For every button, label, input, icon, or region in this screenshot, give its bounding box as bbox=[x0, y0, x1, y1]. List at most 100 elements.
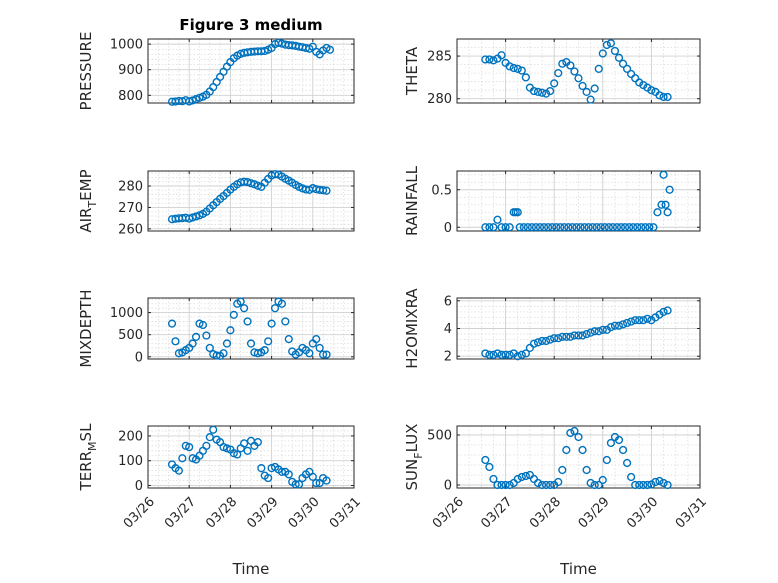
series-points bbox=[167, 425, 331, 489]
data-point bbox=[578, 81, 587, 91]
data-point bbox=[576, 223, 585, 232]
data-point bbox=[481, 349, 490, 358]
data-point bbox=[659, 478, 668, 488]
panel-second-left: 260 270 280 AIRTEMP bbox=[77, 169, 355, 237]
data-point bbox=[655, 476, 664, 486]
data-point bbox=[270, 170, 280, 179]
y-tick-label: 0 bbox=[444, 479, 452, 494]
data-point bbox=[291, 480, 300, 489]
data-point bbox=[226, 326, 235, 335]
data-point bbox=[533, 338, 543, 347]
data-point bbox=[554, 334, 563, 343]
data-point bbox=[633, 223, 642, 232]
data-point bbox=[627, 472, 636, 482]
data-point bbox=[533, 87, 543, 97]
data-point bbox=[578, 331, 587, 340]
data-point bbox=[481, 55, 490, 64]
data-point bbox=[586, 328, 595, 337]
data-point bbox=[493, 349, 502, 358]
data-point bbox=[602, 40, 611, 50]
data-point bbox=[513, 352, 522, 361]
data-point bbox=[505, 62, 514, 71]
data-point bbox=[606, 438, 616, 448]
data-point bbox=[517, 66, 526, 75]
data-point bbox=[497, 223, 506, 232]
data-point bbox=[240, 439, 249, 448]
y-axis-label-main: H2OMIXRA bbox=[403, 288, 421, 369]
data-point bbox=[554, 69, 563, 78]
data-point bbox=[608, 223, 618, 232]
data-point bbox=[604, 223, 613, 232]
data-point bbox=[523, 223, 532, 232]
data-point bbox=[635, 316, 644, 325]
data-point bbox=[566, 428, 575, 438]
data-point bbox=[294, 480, 304, 489]
data-point bbox=[308, 472, 317, 481]
y-axis-label: SUNFLUX bbox=[403, 424, 425, 491]
data-point bbox=[622, 64, 632, 73]
y-tick-label: 200 bbox=[118, 429, 143, 444]
data-point bbox=[566, 61, 575, 70]
data-point bbox=[319, 350, 328, 359]
data-point bbox=[663, 208, 672, 217]
data-point bbox=[322, 476, 331, 485]
data-point bbox=[614, 53, 624, 62]
data-point bbox=[639, 316, 648, 325]
data-point bbox=[600, 223, 609, 232]
data-point bbox=[501, 350, 510, 359]
data-point bbox=[198, 320, 208, 330]
data-point bbox=[637, 223, 646, 232]
y-axis-label: AIRTEMP bbox=[77, 169, 99, 232]
data-point bbox=[270, 304, 280, 313]
axes-frame bbox=[456, 425, 701, 489]
data-point bbox=[574, 331, 583, 340]
data-point bbox=[174, 466, 184, 475]
data-point bbox=[185, 442, 194, 452]
axes-frame bbox=[456, 170, 701, 232]
data-point bbox=[596, 223, 605, 232]
y-axis-label-main: SUN bbox=[403, 459, 421, 491]
data-point bbox=[661, 200, 670, 209]
data-point bbox=[659, 170, 668, 179]
data-point bbox=[489, 56, 498, 65]
y-tick-label: 2 bbox=[444, 350, 452, 365]
data-point bbox=[533, 478, 543, 488]
data-point bbox=[610, 46, 620, 56]
data-point bbox=[598, 49, 607, 58]
data-point bbox=[627, 69, 636, 79]
y-axis-label: H2OMIXRA bbox=[403, 288, 421, 369]
series-points bbox=[481, 39, 672, 104]
data-point bbox=[590, 327, 599, 336]
figure-title: Figure 3 medium bbox=[179, 16, 322, 34]
data-point bbox=[574, 432, 583, 442]
data-point bbox=[489, 474, 498, 484]
data-point bbox=[562, 332, 571, 341]
data-point bbox=[618, 320, 628, 329]
data-point bbox=[264, 473, 273, 483]
series-points bbox=[167, 297, 331, 361]
data-point bbox=[537, 336, 547, 346]
y-tick-label: 270 bbox=[118, 201, 143, 216]
data-point bbox=[229, 310, 238, 319]
data-point bbox=[537, 480, 547, 490]
data-point bbox=[622, 318, 632, 328]
data-point bbox=[267, 319, 276, 328]
data-point bbox=[322, 186, 331, 195]
data-point bbox=[481, 455, 490, 465]
y-axis-label-main: AIR bbox=[77, 208, 95, 233]
y-axis-label-subscript: F bbox=[412, 452, 425, 458]
data-point bbox=[614, 321, 624, 330]
data-point bbox=[243, 446, 252, 455]
data-point bbox=[643, 83, 652, 92]
data-point bbox=[548, 223, 557, 232]
data-point bbox=[519, 223, 528, 232]
data-point bbox=[639, 480, 648, 490]
data-point bbox=[509, 63, 518, 73]
y-tick-label: 1000 bbox=[110, 306, 143, 321]
data-point bbox=[322, 350, 331, 359]
data-point bbox=[649, 223, 658, 232]
y-axis-label-main: TERR bbox=[77, 451, 95, 492]
y-tick-label: 800 bbox=[118, 89, 143, 104]
data-point bbox=[513, 64, 522, 73]
data-point bbox=[558, 59, 567, 68]
